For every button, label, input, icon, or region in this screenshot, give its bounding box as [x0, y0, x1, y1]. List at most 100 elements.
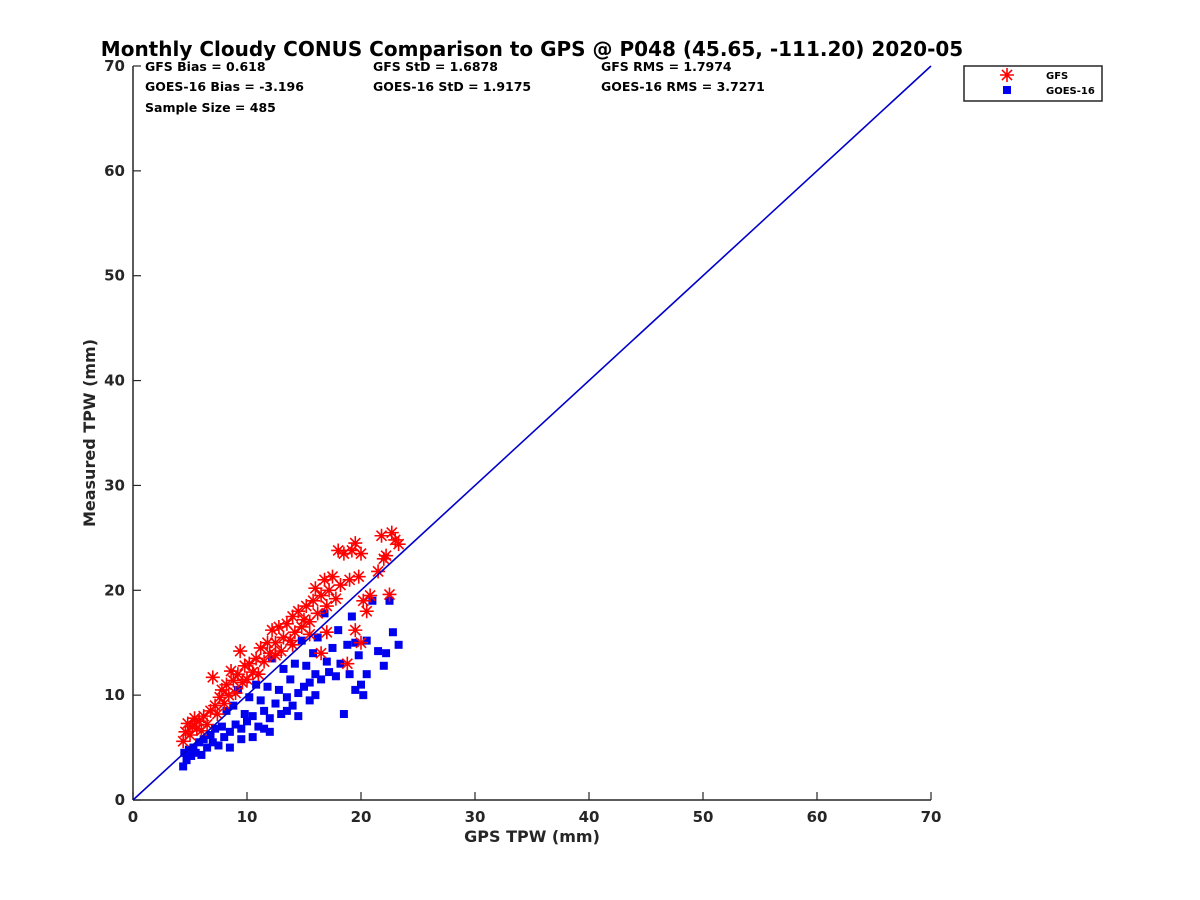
stat-gfs-std: GFS StD = 1.6878 — [373, 59, 498, 74]
y-tick-label: 10 — [104, 686, 125, 704]
goes-16-point — [328, 643, 337, 652]
gfs-point — [344, 543, 359, 558]
gfs-point — [363, 588, 378, 603]
gfs-point — [185, 719, 200, 734]
gfs-point — [333, 578, 348, 593]
gfs-point — [183, 727, 197, 742]
gfs-point — [253, 640, 268, 655]
goes-16-point — [282, 693, 291, 702]
y-axis-label: Measured TPW (mm) — [80, 339, 99, 527]
chart-title: Monthly Cloudy CONUS Comparison to GPS @… — [101, 37, 963, 61]
goes-16-point — [331, 672, 340, 681]
gfs-point — [242, 656, 257, 671]
goes-16-point — [179, 762, 188, 771]
gfs-point — [210, 707, 225, 722]
goes-16-point — [305, 678, 314, 687]
goes-16-point — [248, 733, 257, 742]
goes-16-point — [351, 685, 360, 694]
gfs-point — [336, 546, 351, 561]
goes-16-point — [334, 626, 343, 635]
gfs-point — [285, 609, 300, 624]
x-tick-label: 70 — [921, 808, 942, 826]
goes-16-point — [339, 710, 348, 719]
goes-16-point — [240, 710, 249, 719]
goes-16-point — [231, 720, 240, 729]
gfs-point — [205, 670, 220, 685]
goes-16-point — [374, 647, 383, 656]
gfs-point — [240, 672, 254, 687]
gfs-point — [348, 536, 363, 551]
goes-16-point — [225, 743, 234, 752]
gfs-point — [391, 537, 406, 552]
y-tick-label: 20 — [104, 581, 125, 599]
gfs-point — [328, 591, 343, 606]
goes-16-point — [343, 640, 352, 649]
gfs-point — [348, 623, 363, 638]
goes-16-point — [357, 680, 365, 689]
goes-16-point — [189, 743, 198, 752]
gfs-point — [233, 644, 248, 659]
stat-goes-std: GOES-16 StD = 1.9175 — [373, 79, 531, 94]
goes-16-point — [225, 727, 234, 736]
gfs-point — [260, 635, 275, 650]
goes-16-point — [288, 701, 297, 710]
goes-16-point — [187, 751, 196, 760]
y-tick-label: 0 — [115, 791, 125, 809]
x-tick-label: 60 — [807, 808, 828, 826]
y-tick-label: 40 — [104, 372, 125, 390]
stat-gfs-bias: GFS Bias = 0.618 — [145, 59, 266, 74]
goes-16-point — [300, 682, 308, 691]
goes-16-point — [294, 712, 303, 721]
goes-16-point — [322, 657, 331, 666]
goes-16-point — [182, 756, 191, 765]
goes-16-point — [237, 724, 246, 733]
goes-16-point — [325, 668, 334, 677]
goes-16-point — [237, 735, 246, 744]
goes-16-point — [195, 738, 204, 747]
goes-16-point — [354, 651, 363, 660]
stat-goes-rms: GOES-16 RMS = 3.7271 — [601, 79, 765, 94]
goes-16-point — [305, 696, 314, 705]
goes-16-point — [362, 670, 371, 679]
gfs-point — [374, 528, 389, 543]
goes-16-point — [394, 640, 403, 649]
y-tick-label: 50 — [104, 267, 125, 285]
goes-16-point — [345, 670, 354, 679]
gfs-point — [314, 588, 329, 603]
goes-16-point — [302, 661, 311, 670]
gfs-point — [294, 619, 309, 634]
x-tick-label: 30 — [465, 808, 486, 826]
gfs-point — [297, 612, 311, 627]
gfs-point — [276, 630, 291, 645]
gfs-point — [283, 633, 298, 648]
x-tick-label: 40 — [579, 808, 600, 826]
gfs-point — [176, 734, 191, 749]
x-tick-label: 0 — [128, 808, 138, 826]
gfs-point — [189, 721, 204, 736]
y-tick-label: 60 — [104, 162, 125, 180]
goes-16-point — [197, 750, 206, 759]
goes-16-point — [294, 689, 303, 698]
goes-16-point — [199, 735, 208, 744]
gfs-point — [178, 724, 193, 739]
gfs-point — [354, 635, 368, 650]
stat-sample-size: Sample Size = 485 — [145, 100, 276, 115]
gfs-point — [219, 677, 234, 692]
gfs-point — [180, 716, 195, 731]
legend-goes-label: GOES-16 — [1046, 86, 1095, 97]
gfs-point — [331, 543, 346, 558]
goes-16-point — [263, 682, 272, 691]
gfs-point — [317, 572, 332, 587]
gfs-point — [359, 604, 374, 619]
gfs-point — [268, 648, 283, 663]
goes-16-point — [309, 649, 318, 658]
goes-16-point — [368, 596, 377, 605]
goes-16-point — [206, 730, 215, 739]
gfs-point — [340, 656, 355, 671]
gfs-point — [354, 546, 368, 561]
gfs-point — [194, 723, 209, 738]
gfs-point — [235, 675, 250, 690]
gfs-point — [245, 665, 260, 680]
goes-16-point — [282, 706, 291, 715]
goes-16-point — [252, 680, 261, 689]
